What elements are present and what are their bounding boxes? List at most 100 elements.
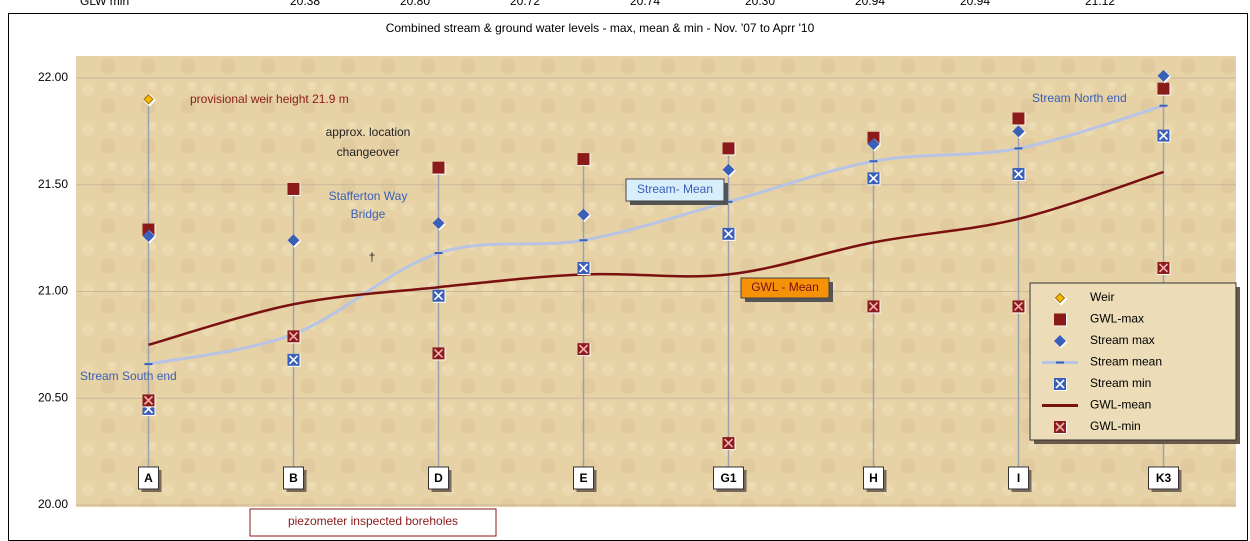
marker [143, 94, 154, 105]
marker-x [868, 173, 879, 183]
category-box [713, 466, 744, 490]
category-box [863, 466, 884, 490]
category-box [1008, 466, 1029, 490]
data-point [577, 343, 591, 357]
data-point [722, 163, 736, 178]
marker-x [143, 395, 154, 405]
marker [867, 138, 880, 151]
top-row-value: 20.30 [745, 0, 775, 8]
marker-x [288, 331, 299, 341]
marker [1012, 112, 1025, 125]
x-tick-label: G1 [720, 471, 736, 485]
marker [1054, 335, 1066, 347]
callout [249, 508, 497, 537]
marker-x [723, 229, 734, 239]
marker [722, 142, 735, 155]
marker [287, 234, 300, 247]
legend-label: Weir [1090, 290, 1114, 304]
category-box [1148, 466, 1179, 490]
data-point [722, 437, 736, 451]
data-point [577, 208, 591, 223]
y-tick-label: 22.00 [38, 70, 68, 84]
legend-label: Stream max [1090, 333, 1155, 347]
marker-x [1013, 169, 1024, 179]
marker [432, 161, 445, 174]
marker-x [433, 348, 444, 358]
marker-x [868, 301, 879, 311]
data-point [1157, 129, 1171, 143]
marker-x [1158, 131, 1169, 141]
data-point [1157, 82, 1171, 96]
x-tick-label: D [434, 471, 443, 485]
data-point [432, 217, 446, 231]
x-tick-label: E [579, 471, 587, 485]
legend-marker [1054, 378, 1067, 391]
data-point [287, 234, 301, 248]
y-tick-label: 20.50 [38, 390, 68, 404]
marker [432, 217, 445, 230]
y-tick-label: 21.00 [38, 284, 68, 298]
annotation: Stafferton Way [329, 189, 408, 203]
legend-label: GWL-mean [1090, 398, 1151, 412]
series-line [148, 104, 1164, 366]
top-row-value: 20.94 [855, 0, 885, 8]
legend-label: GWL-max [1090, 312, 1144, 326]
chart-title: Combined stream & ground water levels - … [386, 21, 815, 35]
marker [577, 208, 590, 221]
legend-marker [1054, 421, 1067, 434]
data-point [287, 330, 301, 344]
legend-marker [1054, 313, 1067, 327]
y-tick-label: 20.00 [38, 497, 68, 511]
marker-x [578, 344, 589, 354]
data-point [867, 300, 881, 314]
data-point [432, 347, 446, 361]
x-tick-label: A [144, 471, 153, 485]
data-point [1012, 112, 1026, 126]
top-row-label: GLW min [80, 0, 129, 8]
x-tick-label: K3 [1156, 471, 1172, 485]
annotation: † [369, 250, 376, 264]
callout [740, 277, 830, 299]
data-point [287, 353, 301, 367]
top-row: GLW min 20.38 20.80 20.72 20.74 20.30 20… [80, 0, 1115, 8]
marker-x [1013, 301, 1024, 311]
annotation: approx. location [326, 125, 411, 139]
marker [1157, 82, 1170, 95]
annotation: provisional weir height 21.9 m [190, 92, 349, 106]
marker-x [578, 263, 589, 273]
marker [722, 163, 735, 176]
x-tick-label: B [289, 471, 298, 485]
annotation: Stream South end [80, 369, 177, 383]
data-point [577, 261, 591, 275]
data-point [143, 93, 156, 107]
data-point [867, 138, 881, 152]
category-box [573, 466, 594, 490]
marker-x [1055, 422, 1065, 432]
x-tick-label: I [1017, 471, 1020, 485]
category-box [283, 466, 304, 490]
category-box [428, 466, 449, 490]
x-tick-label: H [869, 471, 878, 485]
legend-marker [1054, 292, 1068, 306]
marker [142, 229, 155, 242]
annotation: GWL - Mean [751, 280, 819, 294]
legend-label: GWL-min [1090, 419, 1141, 433]
data-point [287, 182, 301, 196]
top-row-value: 20.74 [630, 0, 660, 8]
top-row-value: 20.80 [400, 0, 430, 8]
legend-marker [1054, 335, 1068, 349]
data-point [722, 142, 736, 156]
data-point [867, 172, 881, 186]
category-box [138, 466, 159, 490]
marker [577, 153, 590, 166]
data-point [142, 229, 156, 244]
marker [1012, 125, 1025, 138]
data-point [577, 153, 591, 167]
annotation: Stream North end [1032, 91, 1127, 105]
annotation: Stream- Mean [637, 182, 713, 196]
data-point [722, 227, 736, 241]
legend-label: Stream min [1090, 376, 1151, 390]
top-row-value: 20.72 [510, 0, 540, 8]
annotation: Bridge [351, 207, 386, 221]
